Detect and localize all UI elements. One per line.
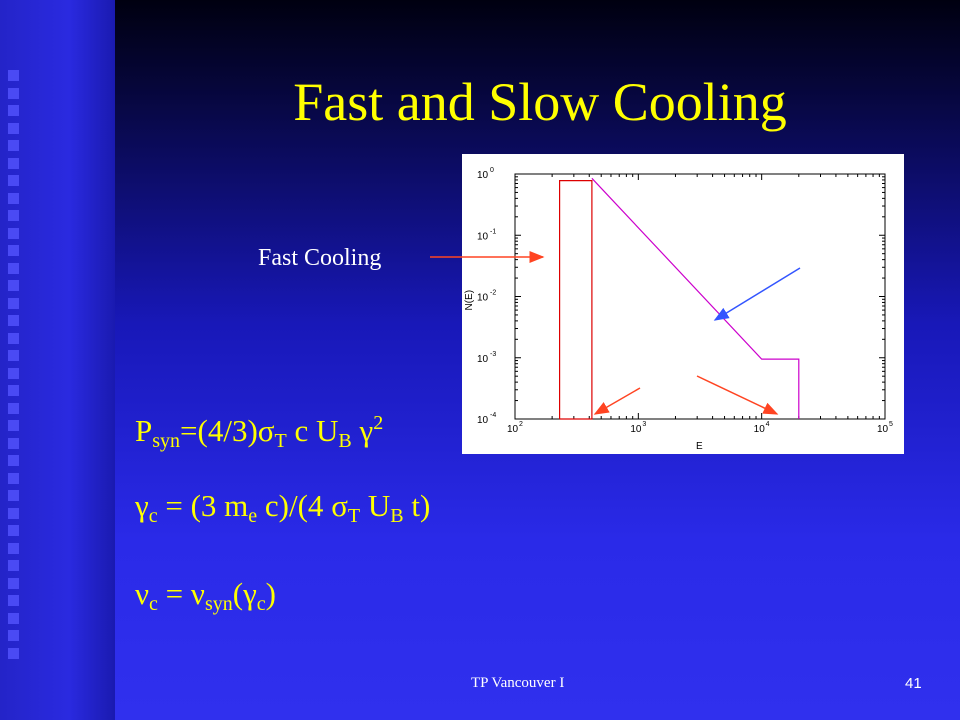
fast-cooling-line — [558, 180, 593, 420]
sidebar-square — [8, 70, 19, 81]
y-tick-label: 10 — [477, 415, 489, 426]
eq2-c-sub: c — [148, 505, 158, 527]
y-tick-exponent: 0 — [490, 167, 494, 174]
sidebar-square — [8, 647, 19, 659]
chart-svg: 10 2 10 3 10 4 10 510 010 -110 -210 -310 -4EN(E) — [464, 167, 893, 452]
sidebar-square — [8, 87, 19, 99]
eq3-c-sub2: c — [256, 593, 266, 615]
equation-gamma-c: γc = (3 me c)/(4 σT UB t) — [135, 488, 430, 528]
y-tick-label: 10 — [477, 293, 489, 304]
sidebar-square — [8, 122, 19, 134]
eq1-part2: c U — [286, 413, 339, 448]
eq2-b-sub: B — [390, 505, 404, 527]
sidebar-square — [8, 385, 19, 396]
sidebar-square — [8, 315, 19, 326]
eq2-part3: U — [360, 488, 391, 523]
slide-title: Fast and Slow Cooling — [293, 72, 787, 132]
eq1-b-sub: B — [338, 430, 352, 452]
decorative-sidebar — [0, 0, 115, 720]
eq1-sup: 2 — [373, 412, 384, 434]
eq3-syn-sub: syn — [204, 593, 233, 615]
sidebar-square — [8, 507, 19, 519]
sidebar-square — [8, 332, 19, 344]
sidebar-square — [8, 437, 19, 449]
sidebar-square — [8, 525, 19, 536]
sidebar-square — [8, 455, 19, 466]
eq1-t-sub: T — [274, 430, 287, 452]
y-tick-label: 10 — [477, 231, 489, 242]
sidebar-square — [8, 560, 19, 571]
sidebar-square — [8, 210, 19, 221]
x-tick-exponent: 4 — [766, 421, 770, 428]
sidebar-square — [8, 577, 19, 589]
sidebar-square — [8, 227, 19, 239]
y-tick-exponent: -2 — [490, 290, 496, 297]
y-tick-exponent: -3 — [490, 351, 496, 358]
ec-label-base: E — [652, 358, 667, 384]
x-tick-label: 10 — [877, 424, 889, 435]
sidebar-square — [8, 262, 19, 274]
equation-power: Psyn=(4/3)σT c UB γ2 — [135, 412, 383, 453]
eq3-c-sub: c — [149, 593, 158, 615]
sidebar-square — [8, 157, 19, 169]
x-tick-label: 10 — [754, 424, 766, 435]
fast-cooling-label: Fast Cooling — [258, 245, 382, 271]
sidebar-square — [8, 297, 19, 309]
eq2-t-sub: T — [347, 505, 361, 527]
sidebar-square — [8, 542, 19, 554]
y-axis-label: N(E) — [464, 290, 475, 311]
plot-frame — [514, 173, 886, 420]
eq3-nu: ν — [135, 576, 150, 611]
chart-panel: 10 2 10 3 10 4 10 5 10 0 10 -1 10 -2 10 -3 10 -4 E N(E) — [462, 154, 904, 454]
sidebar-square — [8, 192, 19, 204]
eq2-part2: c)/(4 — [257, 488, 332, 523]
sidebar-square — [8, 245, 19, 256]
sidebar-square — [8, 105, 19, 116]
sidebar-square — [8, 612, 19, 624]
eq2-gamma: γ — [135, 488, 149, 523]
sidebar-square — [8, 402, 19, 414]
ec-label-sub: c — [666, 371, 674, 388]
eq2-part1: = (3 m — [157, 488, 249, 523]
eq1-gamma: γ — [359, 413, 374, 448]
eq1-p: P — [135, 413, 153, 448]
sidebar-square — [8, 175, 19, 186]
sidebar-square — [8, 490, 19, 501]
x-tick-label: 10 — [507, 424, 519, 435]
y-tick-exponent: -1 — [490, 228, 496, 235]
sidebar-square — [8, 367, 19, 379]
x-axis-label: E — [696, 441, 703, 452]
eq3-nu2: ν — [190, 576, 205, 611]
sidebar-square — [8, 472, 19, 484]
x-tick-exponent: 2 — [519, 421, 523, 428]
sidebar-square — [8, 280, 19, 291]
eq3-gamma: γ — [243, 576, 257, 611]
x-tick-exponent: 5 — [889, 421, 893, 428]
eq2-e-sub: e — [248, 505, 258, 527]
equation-nu-c: νc = νsyn(γc) — [135, 576, 276, 616]
eq1-sigma: σ — [257, 413, 275, 448]
ec-label: Ec — [652, 358, 673, 389]
eq2-part4: t) — [403, 488, 431, 523]
eq1-p-sub: syn — [152, 430, 181, 452]
x-tick-label: 10 — [630, 424, 642, 435]
y-tick-label: 10 — [477, 354, 489, 365]
eq3-part2: ( — [232, 576, 244, 611]
sidebar-square — [8, 140, 19, 151]
eq3-part1: = — [157, 576, 191, 611]
y-tick-label: 10 — [477, 170, 489, 181]
slow-cooling-line — [591, 177, 800, 419]
slow-cooling-label: Slow Cooling — [706, 227, 839, 253]
sidebar-square — [8, 420, 19, 431]
footer-text: TP Vancouver I — [471, 675, 565, 691]
x-tick-exponent: 3 — [642, 421, 646, 428]
sidebar-square — [8, 630, 19, 641]
eq1-part1: =(4/3) — [180, 413, 258, 448]
eq3-part3: ) — [265, 576, 276, 611]
sidebar-square — [8, 595, 19, 606]
sidebar-square — [8, 350, 19, 361]
eq2-sigma: σ — [331, 488, 348, 523]
y-tick-exponent: -4 — [490, 412, 496, 419]
page-number: 41 — [905, 675, 922, 692]
